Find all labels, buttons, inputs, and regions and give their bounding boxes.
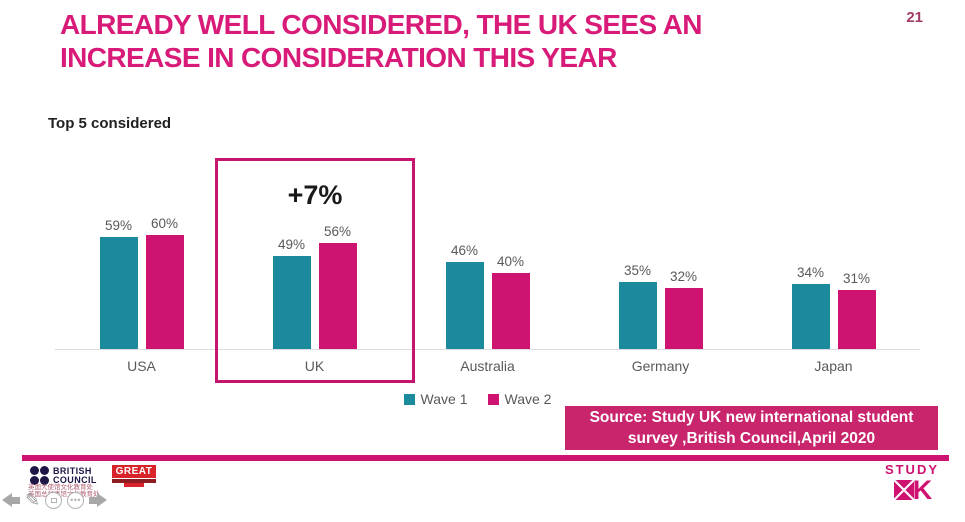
prev-arrow-icon[interactable]	[2, 493, 20, 507]
chart-subtitle: Top 5 considered	[48, 115, 172, 132]
great-tab	[124, 483, 144, 487]
british-council-chinese-text: 英国大使馆文化教育处 英国总领事馆文化教育处	[28, 484, 100, 498]
great-campaign-logo: GREAT	[112, 465, 156, 487]
next-arrow-icon[interactable]	[89, 493, 108, 507]
footer-divider-bar	[22, 455, 949, 461]
bar-value-label: 59%	[104, 218, 133, 233]
british-council-wordmark: BRITISH COUNCIL	[53, 465, 97, 485]
bar-wave1-japan	[791, 284, 830, 349]
wave1-swatch-icon	[403, 393, 415, 405]
great-strip	[112, 479, 156, 483]
legend-item-wave1: Wave 1	[403, 391, 468, 407]
bar-value-label: 49%	[277, 237, 306, 252]
uk-annotation: +7%	[287, 180, 343, 210]
british-council-dots-icon	[30, 466, 49, 485]
bar-wave2-uk	[318, 243, 357, 349]
bar-value-label: 56%	[323, 224, 352, 239]
slide-title-line1: ALREADY WELL CONSIDERED, THE UK SEES AN	[60, 9, 703, 40]
chart-legend: Wave 1 Wave 2	[55, 391, 900, 407]
wave2-swatch-icon	[487, 393, 499, 405]
legend-label-wave1: Wave 1	[420, 391, 468, 407]
bar-value-label: 32%	[669, 269, 698, 284]
bar-wave2-germany	[664, 288, 703, 349]
category-label-usa: USA	[127, 358, 156, 374]
study-uk-flag-mark: K	[885, 475, 939, 505]
study-uk-wordmark: STUDY	[884, 462, 939, 477]
british-council-logo: BRITISH COUNCIL	[30, 466, 97, 485]
great-wordmark: GREAT	[112, 465, 156, 479]
uk-highlight-box	[215, 158, 415, 383]
bar-wave2-japan	[837, 290, 876, 349]
union-jack-u-icon	[891, 478, 916, 502]
more-options-icon[interactable]: •••	[67, 491, 85, 509]
source-line1: Source: Study UK new international stude…	[589, 409, 914, 426]
bar-wave1-usa	[99, 237, 138, 349]
category-label-australia: Australia	[460, 358, 515, 374]
pen-icon[interactable]: ✎	[25, 490, 41, 510]
bar-group-australia: 46% 40%	[401, 160, 574, 349]
bar-wave1-australia	[445, 262, 484, 349]
category-label-uk: UK	[304, 358, 325, 374]
category-axis: USA UK Australia Germany Japan	[55, 358, 920, 374]
bar-group-germany: 35% 32%	[574, 160, 747, 349]
bar-value-label: 35%	[623, 263, 652, 278]
bar-group-usa: 59% 60%	[55, 160, 228, 349]
bar-chart: 59% 60% 49% 56% 46% 40% 35% 32% 34% 31%	[55, 160, 920, 350]
legend-label-wave2: Wave 2	[504, 391, 552, 407]
bar-value-label: 46%	[450, 243, 479, 258]
category-label-japan: Japan	[814, 358, 853, 374]
study-uk-logo: STUDY K	[884, 462, 939, 505]
bar-wave2-usa	[145, 235, 184, 349]
study-uk-k-letter: K	[912, 475, 933, 505]
legend-item-wave2: Wave 2	[487, 391, 552, 407]
bar-value-label: 40%	[496, 254, 525, 269]
category-label-germany: Germany	[631, 358, 690, 374]
bar-group-uk: 49% 56%	[228, 160, 401, 349]
bar-value-label: 31%	[842, 271, 871, 286]
bar-value-label: 60%	[150, 216, 179, 231]
bar-value-label: 34%	[796, 265, 825, 280]
bar-group-japan: 34% 31%	[747, 160, 920, 349]
bar-wave2-australia	[491, 273, 530, 349]
slide-title-line2: INCREASE IN CONSIDERATION THIS YEAR	[60, 42, 617, 73]
bar-wave1-uk	[272, 256, 311, 349]
slide-title: ALREADY WELL CONSIDERED, THE UK SEES AN …	[60, 8, 920, 74]
bar-wave1-germany	[618, 282, 657, 349]
slides-overview-icon[interactable]	[45, 491, 63, 509]
source-box: Source: Study UK new international stude…	[565, 406, 938, 450]
page-number: 21	[906, 9, 923, 26]
source-line2: survey ,British Council,April 2020	[627, 430, 876, 447]
slideshow-nav-controls: ✎ •••	[2, 490, 108, 510]
